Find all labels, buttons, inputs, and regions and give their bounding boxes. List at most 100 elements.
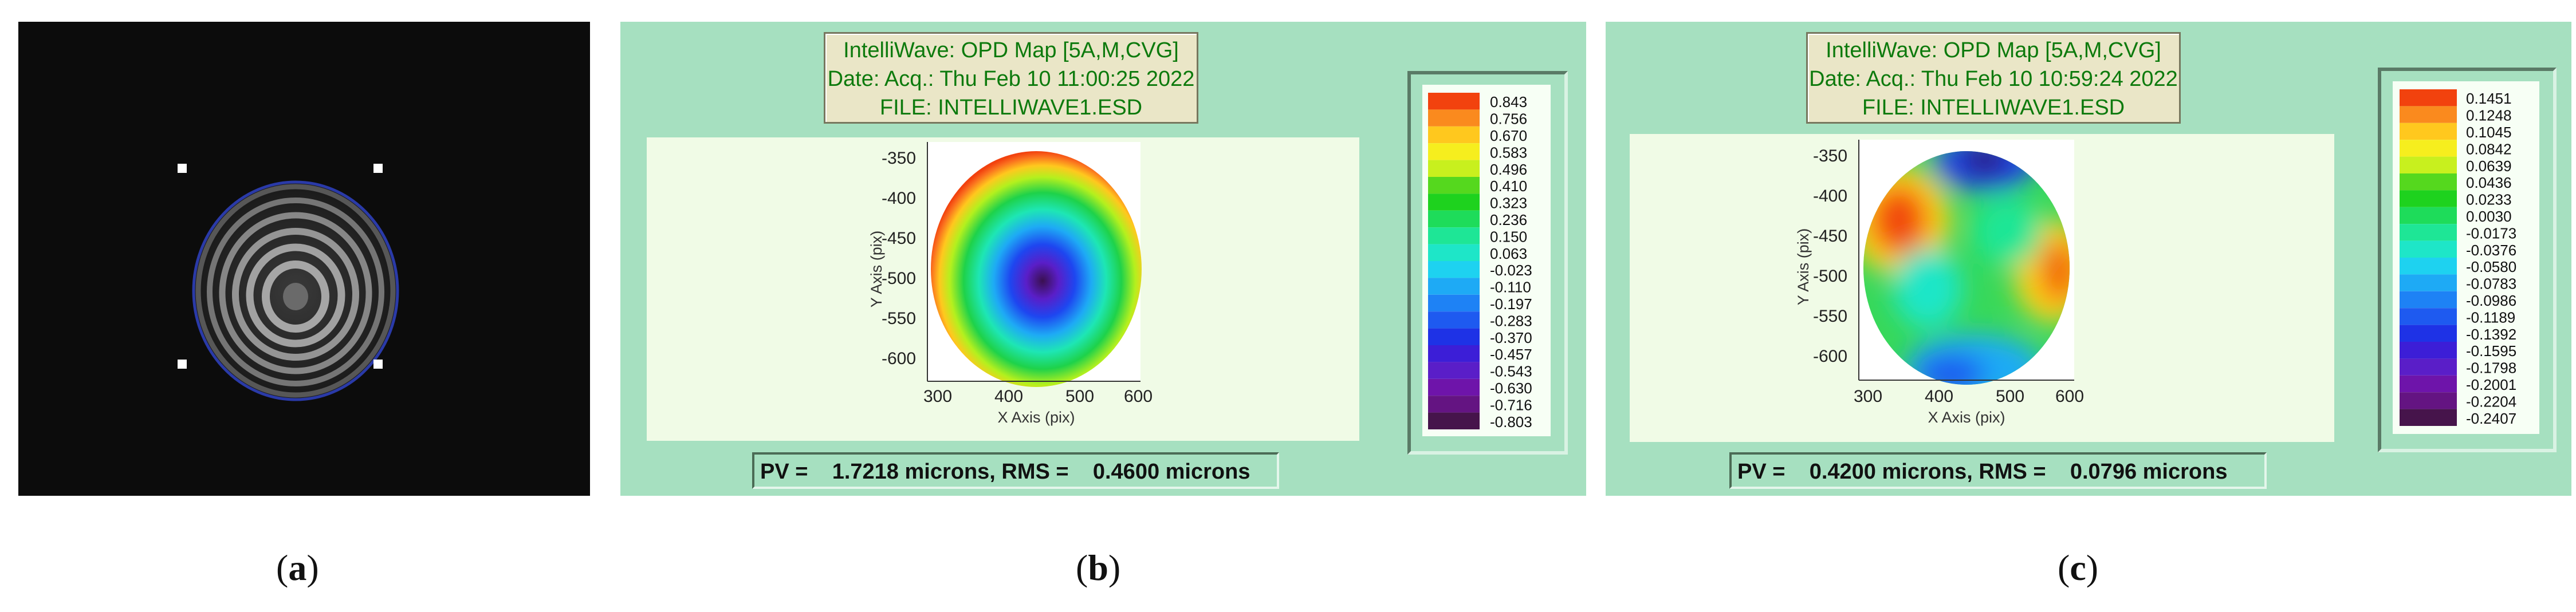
y-tick: -500 bbox=[1813, 267, 1847, 286]
legend-value: 0.1451 bbox=[2466, 90, 2512, 107]
legend-value: 0.0233 bbox=[2466, 191, 2512, 208]
legend-value: -0.0580 bbox=[2466, 258, 2516, 275]
legend-swatch bbox=[2400, 224, 2457, 241]
title-line-2: Date: Acq.: Thu Feb 10 11:00:25 2022 bbox=[827, 67, 1195, 91]
legend-value: -0.543 bbox=[1490, 363, 1532, 380]
legend-swatch bbox=[2400, 274, 2457, 291]
legend-swatch bbox=[1428, 126, 1480, 144]
x-tick: 600 bbox=[1124, 387, 1153, 406]
legend-swatch bbox=[1428, 93, 1480, 110]
x-tick: 500 bbox=[1065, 387, 1094, 406]
legend-swatch bbox=[1428, 396, 1480, 413]
title-box: IntelliWave: OPD Map [5A,M,CVG] Date: Ac… bbox=[824, 32, 1198, 124]
y-axis-label: Y Axis (pix) bbox=[868, 231, 885, 308]
legend-swatch bbox=[2400, 207, 2457, 224]
legend-value: -0.0986 bbox=[2466, 292, 2516, 309]
legend-value: 0.496 bbox=[1490, 161, 1527, 178]
fringe-pattern bbox=[178, 164, 399, 401]
stats-bar: PV = 0.4200 microns, RMS = 0.0796 micron… bbox=[1729, 452, 2267, 489]
plot-area: -350 -400 -450 -500 -550 -600 300 400 50… bbox=[647, 137, 1359, 441]
legend-value: -0.283 bbox=[1490, 312, 1532, 329]
legend-swatch bbox=[1428, 412, 1480, 429]
legend-swatch bbox=[2400, 258, 2457, 275]
legend-swatch bbox=[1428, 345, 1480, 362]
plot-area: -350 -400 -450 -500 -550 -600 300 400 50… bbox=[1630, 134, 2334, 442]
legend-value: -0.110 bbox=[1490, 279, 1531, 296]
legend-swatch bbox=[2400, 291, 2457, 309]
legend-value: 0.410 bbox=[1490, 177, 1527, 195]
legend-value: -0.0783 bbox=[2466, 275, 2516, 293]
y-tick: -550 bbox=[882, 309, 916, 328]
x-axis-label: X Axis (pix) bbox=[1928, 409, 2005, 426]
legend-swatch bbox=[1428, 177, 1480, 194]
opd-surface-map bbox=[1863, 151, 2070, 385]
corner-marker bbox=[373, 360, 383, 369]
x-tick: 600 bbox=[2055, 387, 2084, 406]
legend-value: -0.630 bbox=[1490, 380, 1532, 397]
legend-value: 0.0639 bbox=[2466, 157, 2512, 175]
legend-swatch bbox=[2400, 89, 2457, 106]
x-tick: 400 bbox=[994, 387, 1023, 406]
title-box: IntelliWave: OPD Map [5A,M,CVG] Date: Ac… bbox=[1806, 32, 2181, 124]
legend-swatch bbox=[2400, 123, 2457, 140]
legend-swatch bbox=[2400, 156, 2457, 173]
x-tick: 500 bbox=[1996, 387, 2024, 406]
legend-value: -0.0173 bbox=[2466, 224, 2516, 242]
legend-value: -0.2001 bbox=[2466, 376, 2516, 393]
pv-value: 1.7218 microns, bbox=[832, 460, 996, 484]
caption-letter: b bbox=[1088, 547, 1108, 588]
y-tick: -600 bbox=[882, 349, 916, 368]
pv-label: PV = bbox=[1737, 460, 1785, 484]
legend-value: -0.2407 bbox=[2466, 410, 2516, 427]
legend-value: 0.1045 bbox=[2466, 124, 2512, 141]
legend-value: -0.197 bbox=[1490, 295, 1532, 313]
pv-value: 0.4200 microns, bbox=[1809, 460, 1973, 484]
legend-value: 0.323 bbox=[1490, 195, 1527, 212]
legend-value: 0.843 bbox=[1490, 93, 1527, 110]
x-axis-label: X Axis (pix) bbox=[997, 409, 1075, 426]
legend-swatch bbox=[2400, 325, 2457, 342]
legend-swatch bbox=[1428, 378, 1480, 396]
legend-swatch bbox=[1428, 328, 1480, 345]
legend-value: 0.150 bbox=[1490, 228, 1527, 245]
legend-swatch bbox=[1428, 244, 1480, 261]
title-line-3: FILE: INTELLIWAVE1.ESD bbox=[879, 96, 1143, 120]
y-tick: -400 bbox=[1813, 187, 1847, 206]
rms-value: 0.4600 microns bbox=[1092, 460, 1250, 484]
corner-marker bbox=[178, 164, 187, 173]
y-tick: -450 bbox=[882, 229, 916, 248]
legend-swatch bbox=[1428, 261, 1480, 278]
legend-swatch bbox=[2400, 358, 2457, 376]
legend-value: 0.583 bbox=[1490, 144, 1527, 161]
legend-swatch bbox=[2400, 308, 2457, 325]
legend-value: 0.756 bbox=[1490, 110, 1527, 128]
legend-swatch bbox=[1428, 294, 1480, 312]
y-tick: -450 bbox=[1813, 227, 1847, 246]
caption-a: (a) bbox=[276, 547, 319, 588]
legend-value: 0.1248 bbox=[2466, 107, 2512, 124]
legend-value: -0.716 bbox=[1490, 396, 1532, 413]
legend-swatch bbox=[1428, 362, 1480, 379]
legend-swatch bbox=[2400, 140, 2457, 157]
legend-value: -0.457 bbox=[1490, 346, 1532, 363]
legend-value: -0.1798 bbox=[2466, 360, 2516, 377]
legend-value: -0.0376 bbox=[2466, 242, 2516, 259]
legend-value: 0.236 bbox=[1490, 211, 1527, 228]
title-line-3: FILE: INTELLIWAVE1.ESD bbox=[1862, 96, 2125, 120]
legend-value: -0.1392 bbox=[2466, 326, 2516, 343]
legend-swatch bbox=[2400, 240, 2457, 258]
pv-label: PV = bbox=[760, 460, 808, 484]
rms-label: RMS = bbox=[1001, 460, 1069, 484]
y-axis-label: Y Axis (pix) bbox=[1795, 228, 1812, 306]
rms-value: 0.0796 microns bbox=[2070, 460, 2228, 484]
legend-swatch bbox=[2400, 190, 2457, 207]
legend-swatch bbox=[1428, 278, 1480, 295]
legend-swatch bbox=[1428, 109, 1480, 127]
legend-swatch bbox=[1428, 160, 1480, 177]
title-line-1: IntelliWave: OPD Map [5A,M,CVG] bbox=[1826, 38, 2161, 62]
caption-letter: a bbox=[288, 547, 307, 588]
corner-marker bbox=[373, 164, 383, 173]
y-tick: -350 bbox=[1813, 147, 1847, 165]
legend-value: 0.0436 bbox=[2466, 174, 2512, 191]
legend-swatch bbox=[1428, 194, 1480, 211]
